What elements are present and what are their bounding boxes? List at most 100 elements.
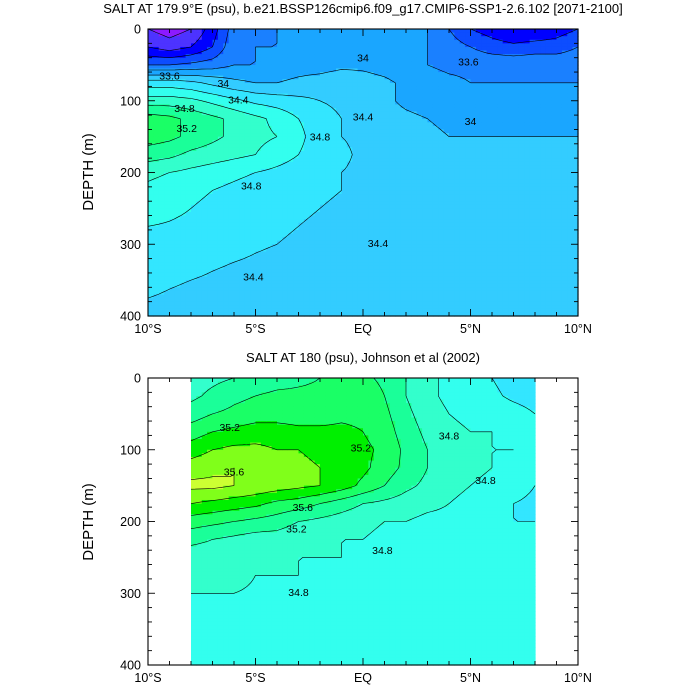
salinity-cell [336,122,343,127]
salinity-cell [373,287,380,292]
salinity-cell [234,222,240,227]
salinity-cell [373,265,380,270]
salinity-cell [470,129,477,134]
salinity-cell [201,93,208,98]
salinity-cell [223,183,230,188]
salinity-cell [346,258,353,263]
salinity-cell [303,272,310,278]
salinity-cell [260,251,267,256]
salinity-cell [207,194,214,199]
salinity-cell [368,308,375,314]
salinity-cell [395,140,402,145]
salinity-cell [352,204,359,209]
salinity-cell [416,179,423,184]
salinity-cell [346,64,353,70]
salinity-cell [164,32,171,37]
salinity-cell [212,61,219,66]
salinity-cell [255,194,262,199]
salinity-cell [309,54,316,59]
salinity-cell [217,179,224,184]
salinity-cell [320,133,326,138]
salinity-cell [395,133,402,138]
salinity-cell [422,183,429,188]
salinity-cell [443,308,450,314]
salinity-cell [395,111,402,116]
salinity-cell [250,186,257,192]
salinity-cell [373,190,380,195]
salinity-cell [228,64,235,70]
salinity-cell [250,201,257,206]
salinity-cell [255,50,262,55]
salinity-cell [352,104,359,109]
salinity-cell [148,118,154,123]
salinity-cell [239,308,246,314]
salinity-cell [411,140,418,145]
salinity-cell [250,72,257,77]
salinity-cell [164,129,171,134]
salinity-cell [346,240,353,245]
salinity-cell [465,255,472,260]
salinity-cell [427,240,434,245]
salinity-cell [201,32,208,37]
salinity-cell [185,32,192,37]
salinity-cell [449,251,455,256]
salinity-cell [416,190,423,195]
salinity-cell [185,136,192,141]
salinity-cell [379,312,386,317]
salinity-cell [449,61,455,66]
salinity-cell [293,183,300,188]
salinity-cell [201,161,208,166]
salinity-cell [416,79,423,84]
salinity-cell [212,75,219,80]
salinity-cell [250,129,257,134]
salinity-cell [223,190,230,195]
salinity-cell [298,154,305,159]
salinity-cell [330,36,337,41]
salinity-cell [389,305,396,310]
salinity-cell [201,107,208,113]
salinity-cell [411,39,418,44]
salinity-cell [336,125,343,131]
salinity-cell [239,50,246,55]
salinity-cell [223,36,230,41]
salinity-cell [250,43,257,48]
salinity-cell [255,129,262,134]
salinity-cell [185,226,192,231]
salinity-cell [411,183,418,188]
salinity-cell [443,29,450,34]
salinity-cell [336,244,343,249]
salinity-cell [465,107,472,113]
salinity-cell [346,161,353,166]
salinity-cell [191,54,197,59]
salinity-cell [363,251,369,256]
salinity-cell [400,32,407,37]
salinity-cell [250,233,257,238]
salinity-cell [325,143,332,148]
salinity-cell [228,154,235,159]
salinity-cell [411,287,418,292]
salinity-cell [379,272,386,278]
salinity-cell [158,294,165,299]
salinity-cell [217,226,224,231]
salinity-cell [438,129,445,134]
salinity-cell [459,190,466,195]
salinity-cell [400,183,407,188]
salinity-cell [400,89,407,95]
salinity-cell [223,136,230,141]
salinity-cell [459,194,466,199]
salinity-cell [255,46,262,52]
salinity-cell [293,168,300,174]
salinity-cell [158,251,165,256]
salinity-cell [443,61,450,66]
salinity-cell [158,104,165,109]
salinity-cell [465,100,472,105]
salinity-cell [196,280,203,285]
salinity-cell [432,190,439,195]
salinity-cell [443,176,450,181]
salinity-cell [293,194,300,199]
salinity-cell [228,272,235,278]
salinity-cell [217,82,224,87]
salinity-cell [196,215,203,220]
salinity-cell [454,150,461,156]
salinity-cell [454,262,461,267]
